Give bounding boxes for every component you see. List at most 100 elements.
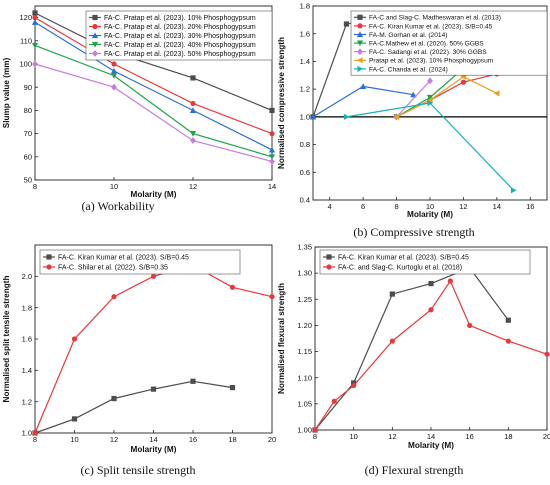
x-tick-label: 12	[110, 435, 118, 444]
panel-caption: (b) Compressive strength	[353, 225, 474, 239]
y-tick-label: 0.6	[300, 168, 310, 177]
legend-marker	[357, 23, 363, 29]
data-point	[460, 79, 467, 85]
panel-4: 1.00 1.05 1.10 1.15 1.20 1.25 1.30 1.35 8 10 12 14 1…	[277, 243, 550, 477]
series-line	[34, 63, 273, 162]
x-tick-label: 14	[268, 182, 276, 191]
data-point	[190, 378, 196, 384]
legend: FA-C. Kiran Kumar et al. (2023). S/B=0.4…	[39, 249, 241, 275]
y-axis-label: Slump value (mm)	[2, 57, 11, 128]
y-axis-label: Normalised compressive strength	[277, 37, 286, 169]
legend-entry: FA-C. Pratap et al. (2023). 50% Phosphog…	[104, 51, 256, 58]
series-line	[396, 80, 431, 118]
legend-entry: FA-C. Pratap et al. (2023). 10% Phosphog…	[104, 15, 256, 22]
series-3	[309, 83, 417, 120]
panel-caption: (d) Flexural strength	[365, 463, 464, 477]
x-tick-label: 8	[33, 435, 37, 444]
data-point	[351, 380, 357, 386]
legend-entry: FA-C. Kiran Kumar et al. (2023). S/B=0.4…	[369, 23, 493, 30]
y-tick-label: 1.0	[300, 112, 310, 121]
data-point	[393, 113, 400, 120]
data-point	[309, 113, 317, 120]
x-tick-label: 20	[543, 432, 550, 441]
legend-entry: FA-C. Kiran Kumar et al. (2023). S/B=0.4…	[338, 254, 469, 261]
x-tick-label: 10	[349, 432, 357, 441]
legend-marker	[46, 264, 52, 270]
y-tick-label: 110	[20, 36, 32, 45]
data-point	[505, 338, 511, 344]
y-tick-label: 1.05	[297, 399, 312, 408]
data-point	[351, 382, 357, 389]
data-point	[269, 158, 275, 165]
x-axis-label: Molarity (M)	[131, 190, 177, 199]
x-tick-label: 10	[426, 202, 434, 211]
legend: FA-C. Kiran Kumar et al. (2023). S/B=0.4…	[319, 249, 531, 275]
data-point	[428, 281, 434, 287]
series-2	[32, 15, 275, 137]
legend-marker	[92, 23, 98, 30]
data-point	[269, 294, 275, 300]
series-line	[34, 44, 273, 158]
data-point	[190, 137, 196, 144]
data-point	[229, 284, 236, 290]
x-tick-label: 8	[33, 182, 37, 191]
legend-marker	[92, 50, 98, 57]
x-tick-label: 14	[493, 202, 501, 211]
legend-entry: FA-C.Mathew et al. (2020). 50% GGBS	[369, 41, 484, 48]
data-point	[150, 273, 157, 279]
legend-marker	[357, 65, 364, 72]
series-4	[31, 42, 276, 160]
y-tick-label: 1.8	[300, 2, 310, 11]
data-point	[71, 336, 78, 342]
plot-frame	[314, 246, 548, 431]
data-point	[31, 19, 39, 25]
data-point	[493, 90, 500, 97]
legend-entry: FA-C. Sadangi et al. (2022). 30% GGBS	[369, 49, 487, 56]
legend-entry: FA-C. Pratap et al. (2023). 20% Phosphog…	[104, 24, 256, 31]
data-point	[426, 97, 433, 104]
data-point	[111, 83, 117, 91]
y-tick-label: 1.2	[22, 397, 32, 406]
y-tick-label: 80	[24, 106, 32, 115]
x-tick-label: 14	[427, 432, 435, 441]
x-tick-label: 18	[504, 432, 512, 441]
data-point	[150, 386, 157, 392]
legend-marker	[91, 41, 99, 48]
legend-marker	[326, 254, 332, 260]
y-tick-label: 0.8	[300, 140, 310, 149]
series-line	[34, 17, 273, 135]
legend-box	[319, 249, 531, 275]
x-tick-label: 12	[459, 202, 467, 211]
legend-marker	[357, 14, 363, 20]
series-3	[31, 19, 276, 153]
series-line	[396, 76, 498, 118]
legend-entry: FA-C. Shilar et al. (2022). S/B=0.35	[58, 264, 168, 271]
y-axis-label: Normalised flexural strength	[277, 283, 286, 394]
data-point	[110, 67, 118, 74]
panel-caption: (c) Split tensile strength	[81, 463, 196, 477]
y-tick-label: 1.20	[297, 321, 312, 330]
x-tick-label: 8	[313, 432, 317, 441]
legend: FA-C. Pratap et al. (2023). 10% Phosphog…	[85, 10, 273, 61]
x-tick-label: 8	[394, 202, 398, 211]
y-tick-label: 120	[19, 13, 32, 22]
y-tick-label: 1.10	[297, 373, 312, 382]
y-tick-label: 70	[24, 129, 32, 138]
data-point	[447, 278, 453, 284]
data-point	[427, 99, 434, 107]
y-tick-label: 50	[24, 176, 32, 185]
data-point	[31, 42, 39, 49]
y-tick-label: 1.2	[300, 85, 310, 94]
legend-entry: FA-C. Pratap et al. (2023). 40% Phosphog…	[104, 42, 256, 49]
y-tick-label: 1.30	[297, 269, 312, 278]
y-tick-label: 60	[24, 152, 32, 161]
series-7	[343, 99, 517, 194]
legend-entry: Pratap et al. (2023). 10% Phosphogypsum	[369, 58, 494, 65]
x-tick-label: 4	[328, 202, 332, 211]
data-point	[189, 107, 197, 113]
legend-box	[39, 249, 241, 275]
y-tick-label: 1.6	[22, 335, 32, 344]
data-point	[269, 107, 275, 113]
x-tick-label: 10	[70, 435, 78, 444]
x-tick-label: 16	[465, 432, 473, 441]
